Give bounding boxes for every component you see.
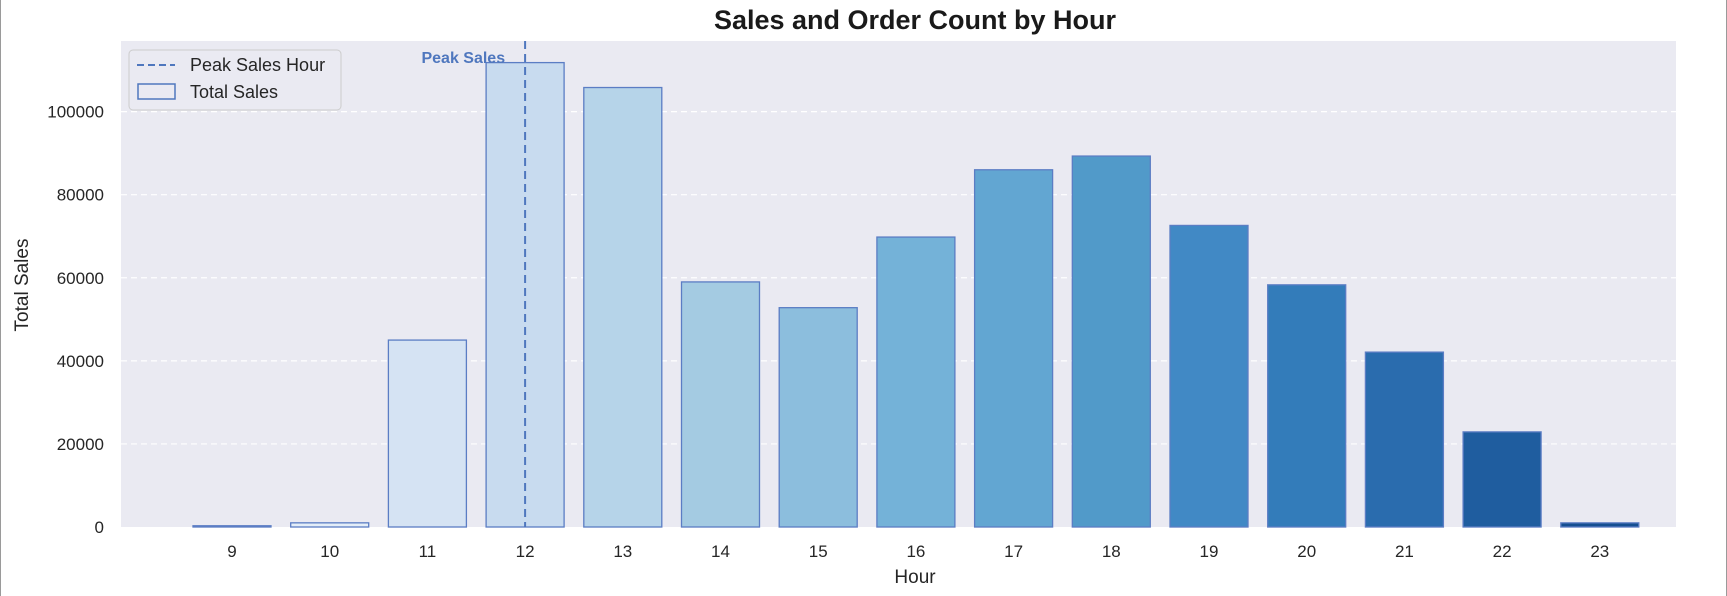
x-tick-label: 9 [227, 542, 236, 561]
bar-23 [1560, 522, 1640, 528]
x-tick-label: 21 [1395, 542, 1414, 561]
legend-box [128, 49, 342, 111]
x-tick-label: 20 [1297, 542, 1316, 561]
bar-9 [192, 525, 272, 528]
bar-15 [778, 307, 858, 528]
bar-14 [680, 281, 761, 528]
y-tick-label: 40000 [57, 352, 104, 371]
x-axis-title: Hour [894, 567, 936, 588]
peak-sales-annotation: Peak Sales [421, 50, 505, 67]
bar-22 [1462, 431, 1542, 528]
bar-16 [876, 236, 956, 528]
legend-bar-swatch-icon [137, 83, 176, 100]
y-tick-label: 0 [95, 518, 104, 537]
bar-19 [1169, 224, 1249, 528]
bar-13 [583, 86, 663, 528]
x-tick-label: 13 [613, 542, 632, 561]
x-tick-label: 17 [1004, 542, 1023, 561]
x-axis-ticks: 9 10 11 12 13 14 15 16 17 18 19 20 21 22 23 [227, 542, 1609, 561]
y-tick-label: 100000 [47, 103, 104, 122]
x-tick-label: 19 [1200, 542, 1219, 561]
bar-10 [290, 522, 370, 528]
bar-11 [387, 339, 468, 528]
legend-label-total-sales: Total Sales [190, 82, 278, 102]
x-tick-label: 16 [906, 542, 925, 561]
x-tick-label: 22 [1493, 542, 1512, 561]
y-tick-label: 80000 [57, 186, 104, 205]
x-tick-label: 15 [809, 542, 828, 561]
x-tick-label: 23 [1590, 542, 1609, 561]
peak-marker: Peak Sales [421, 41, 527, 527]
x-tick-label: 10 [320, 542, 339, 561]
y-tick-label: 60000 [57, 269, 104, 288]
y-axis-ticks: 0 20000 40000 60000 80000 100000 [47, 103, 104, 537]
x-tick-label: 12 [516, 542, 535, 561]
y-axis-title: Total Sales [12, 239, 33, 332]
bar-18 [1071, 155, 1151, 528]
bar-21 [1364, 351, 1445, 528]
x-tick-label: 18 [1102, 542, 1121, 561]
y-tick-label: 20000 [57, 435, 104, 454]
x-tick-label: 14 [711, 542, 730, 561]
legend-label-peak-sales-hour: Peak Sales Hour [190, 55, 325, 75]
bar-17 [973, 169, 1054, 528]
chart-title: Sales and Order Count by Hour [714, 5, 1117, 35]
legend: Peak Sales Hour Total Sales [128, 49, 342, 111]
x-tick-label: 11 [419, 542, 437, 561]
bar-20 [1267, 284, 1347, 528]
